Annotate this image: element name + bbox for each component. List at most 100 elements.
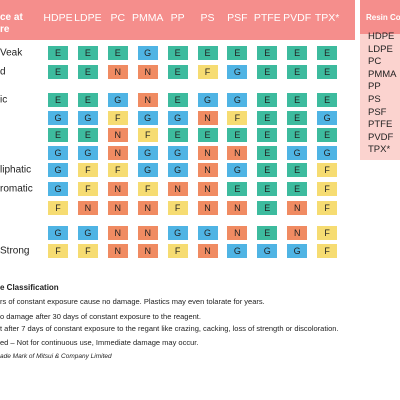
rating-cell: F <box>317 226 338 240</box>
rating-cell: G <box>167 163 188 177</box>
rating-cell: N <box>197 163 218 177</box>
rating-cell: F <box>48 244 68 258</box>
rating-cell: F <box>317 244 338 258</box>
rating-cell: F <box>317 182 338 196</box>
rating-cell: E <box>257 146 278 160</box>
side-panel-item: PP <box>368 81 381 93</box>
column-header: PVDF <box>283 12 312 24</box>
rating-cell: F <box>107 163 128 177</box>
rating-cell: G <box>48 146 68 160</box>
rating-cell: E <box>257 93 278 107</box>
side-panel-header <box>360 0 400 34</box>
rating-cell: G <box>48 226 68 240</box>
rating-cell: F <box>137 182 158 196</box>
rating-cell: F <box>317 201 338 215</box>
rating-cell: N <box>137 201 158 215</box>
side-panel-item: PC <box>368 56 382 68</box>
rating-cell: G <box>77 226 98 240</box>
column-header: TPX* <box>314 12 340 24</box>
rating-cell: E <box>77 93 98 107</box>
rating-cell: F <box>167 201 188 215</box>
rating-cell: F <box>137 128 158 142</box>
rating-cell: G <box>257 244 278 258</box>
rating-cell: E <box>107 46 128 60</box>
row-label: Veak <box>0 47 23 59</box>
side-panel-item: HDPE <box>368 31 395 42</box>
rating-cell: E <box>287 163 308 177</box>
rating-cell: N <box>107 244 128 258</box>
rating-cell: N <box>137 65 158 79</box>
rating-cell: F <box>48 201 68 215</box>
rating-cell: N <box>227 201 248 215</box>
rating-cell: G <box>227 93 248 107</box>
rating-cell: E <box>257 163 278 177</box>
rating-cell: G <box>197 93 218 107</box>
column-header: PS <box>200 12 215 24</box>
rating-cell: G <box>137 46 158 60</box>
rating-cell: E <box>167 46 188 60</box>
rating-cell: E <box>257 111 278 125</box>
column-header: LDPE <box>74 12 102 24</box>
rating-cell: E <box>287 93 308 107</box>
row-label: liphatic <box>0 164 32 176</box>
rating-cell: G <box>48 111 68 125</box>
side-panel: Resin Co HDPE LDPE PC PMMA PP PS PSF PTFE PVDF TPX… <box>360 0 400 160</box>
row-label: Strong <box>0 245 30 257</box>
rating-cell: N <box>167 182 188 196</box>
row-label: romatic <box>0 183 33 195</box>
rating-cell: E <box>197 46 218 60</box>
rating-cell: E <box>77 65 98 79</box>
rating-cell: N <box>107 226 128 240</box>
rating-cell: N <box>197 201 218 215</box>
rating-cell: E <box>227 128 248 142</box>
rating-cell: N <box>107 201 128 215</box>
rating-cell: N <box>137 244 158 258</box>
rating-cell: G <box>287 244 308 258</box>
rating-cell: E <box>287 46 308 60</box>
rating-cell: G <box>317 111 338 125</box>
rating-cell: G <box>167 226 188 240</box>
rating-cell: G <box>77 111 98 125</box>
rating-cell: N <box>287 226 308 240</box>
rating-cell: E <box>197 128 218 142</box>
rating-cell: N <box>197 146 218 160</box>
rating-cell: E <box>257 201 278 215</box>
rating-cell: G <box>107 93 128 107</box>
rating-cell: E <box>48 46 68 60</box>
side-panel-item: PS <box>368 94 381 105</box>
rating-cell: N <box>107 146 128 160</box>
rating-cell: E <box>167 128 188 142</box>
rating-cell: E <box>167 93 188 107</box>
table-header: ce at re HDPE LDPE PC PMMA PP PS PSF PTFE PVDF TPX* <box>0 0 355 40</box>
row-label: d <box>0 66 6 78</box>
column-header: PSF <box>227 12 248 24</box>
rating-cell: F <box>77 244 98 258</box>
rating-cell: E <box>167 65 188 79</box>
rating-cell: E <box>48 128 68 142</box>
rating-cell: E <box>287 111 308 125</box>
rating-cell: G <box>167 111 188 125</box>
rating-cell: G <box>197 226 218 240</box>
rating-cell: E <box>77 46 98 60</box>
rating-cell: F <box>317 163 338 177</box>
side-panel-title: Resin Co <box>366 13 400 22</box>
rating-cell: E <box>48 93 68 107</box>
rating-cell: N <box>107 128 128 142</box>
rating-cell: N <box>137 93 158 107</box>
rating-cell: G <box>317 146 338 160</box>
rating-cell: G <box>137 163 158 177</box>
rating-cell: N <box>107 182 128 196</box>
side-panel-item: PTFE <box>368 119 393 131</box>
column-header: PMMA <box>131 12 164 24</box>
rating-cell: E <box>257 46 278 60</box>
rating-cell: N <box>197 244 218 258</box>
rating-cell: E <box>257 182 278 196</box>
rating-cell: G <box>48 182 68 196</box>
side-panel-item: LDPE <box>368 43 393 55</box>
rating-cell: F <box>167 244 188 258</box>
rating-cell: E <box>317 46 338 60</box>
rating-cell: E <box>48 65 68 79</box>
rating-cell: N <box>197 111 218 125</box>
rating-cell: F <box>197 65 218 79</box>
